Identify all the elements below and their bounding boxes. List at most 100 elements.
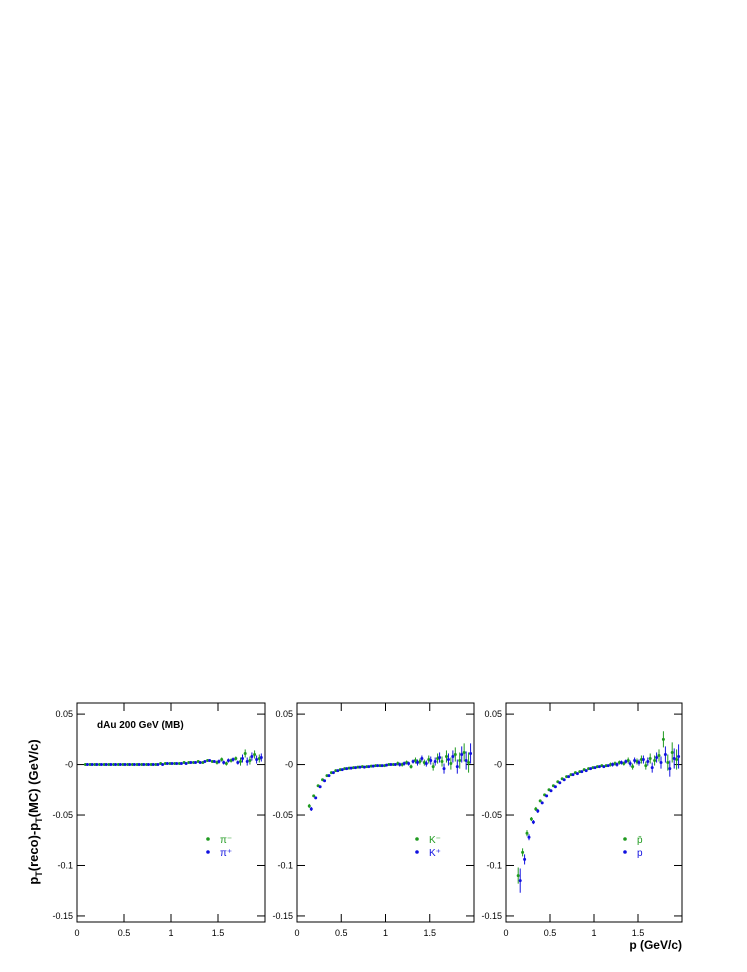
y-tick-label: -0.15 bbox=[272, 911, 293, 921]
data-point bbox=[411, 760, 415, 764]
data-point bbox=[217, 760, 221, 764]
data-point bbox=[165, 762, 169, 766]
data-point bbox=[312, 794, 316, 798]
data-point bbox=[606, 764, 610, 768]
data-point bbox=[631, 765, 635, 769]
data-point bbox=[571, 773, 575, 777]
legend-marker bbox=[206, 837, 210, 841]
data-point bbox=[469, 751, 473, 755]
data-point bbox=[584, 769, 588, 773]
y-label-part: (MC) (GeV/c) bbox=[26, 739, 41, 817]
data-point bbox=[442, 767, 446, 771]
data-point bbox=[540, 801, 544, 805]
data-point bbox=[132, 763, 136, 767]
data-point bbox=[580, 770, 584, 774]
data-point bbox=[354, 766, 358, 770]
data-point bbox=[250, 754, 254, 758]
legend-label: K⁻ bbox=[429, 835, 441, 846]
data-point bbox=[628, 762, 632, 766]
data-point bbox=[553, 785, 557, 789]
data-point bbox=[236, 761, 240, 765]
legend-marker bbox=[206, 850, 210, 854]
annotation: dAu 200 GeV (MB) bbox=[97, 720, 184, 731]
y-tick-label: -0 bbox=[285, 760, 293, 770]
data-point bbox=[385, 763, 388, 767]
y-tick-label: 0.05 bbox=[55, 709, 73, 719]
data-point bbox=[234, 757, 238, 761]
data-point bbox=[429, 759, 433, 763]
data-point bbox=[318, 785, 322, 789]
y-tick-label: -0 bbox=[494, 760, 502, 770]
data-point bbox=[418, 760, 422, 764]
y-tick-label: -0.05 bbox=[481, 810, 502, 820]
x-tick-label: 0 bbox=[503, 928, 508, 938]
data-point bbox=[380, 764, 384, 768]
data-point bbox=[198, 761, 202, 765]
data-point bbox=[309, 807, 313, 811]
data-point bbox=[536, 809, 540, 813]
data-point bbox=[525, 831, 529, 835]
data-point bbox=[670, 750, 674, 754]
data-point bbox=[626, 759, 630, 763]
data-point bbox=[327, 774, 331, 778]
data-point bbox=[147, 763, 150, 767]
data-point bbox=[151, 763, 155, 767]
data-point bbox=[255, 758, 259, 762]
data-point bbox=[114, 763, 118, 767]
data-point bbox=[453, 752, 457, 756]
data-point bbox=[340, 768, 344, 772]
data-point bbox=[424, 762, 428, 766]
data-point bbox=[521, 850, 525, 854]
data-point bbox=[398, 763, 402, 767]
y-label-part: (reco)-p bbox=[26, 823, 41, 871]
data-point bbox=[142, 763, 146, 767]
legend-marker bbox=[623, 837, 627, 841]
data-point bbox=[208, 759, 212, 763]
data-point bbox=[248, 759, 252, 763]
data-point bbox=[575, 772, 579, 776]
y-label-part: T bbox=[34, 871, 44, 877]
data-point bbox=[137, 763, 141, 767]
data-point bbox=[534, 807, 538, 811]
data-point bbox=[589, 767, 593, 771]
data-point bbox=[675, 758, 679, 762]
data-point bbox=[170, 762, 174, 766]
y-tick-label: 0.05 bbox=[484, 709, 502, 719]
data-point bbox=[156, 763, 160, 767]
data-point bbox=[549, 789, 553, 793]
data-point bbox=[657, 753, 661, 757]
data-point bbox=[222, 761, 226, 765]
y-tick-label: -0.1 bbox=[486, 860, 502, 870]
data-point bbox=[259, 755, 263, 759]
data-point bbox=[413, 759, 417, 763]
y-tick-label: 0.05 bbox=[275, 709, 293, 719]
data-point bbox=[593, 766, 597, 770]
data-point bbox=[226, 759, 230, 763]
data-point bbox=[531, 820, 535, 824]
data-point bbox=[239, 760, 242, 764]
data-point bbox=[175, 762, 179, 766]
data-point bbox=[100, 763, 103, 767]
data-point bbox=[558, 781, 562, 785]
x-tick-label: 1 bbox=[383, 928, 388, 938]
data-point bbox=[95, 763, 99, 767]
data-point bbox=[661, 737, 665, 741]
data-point bbox=[567, 775, 571, 779]
data-point bbox=[440, 760, 444, 764]
data-point bbox=[602, 765, 606, 769]
data-point bbox=[331, 771, 335, 775]
data-point bbox=[245, 760, 249, 764]
data-point bbox=[641, 758, 645, 762]
data-point bbox=[650, 766, 654, 770]
legend-marker bbox=[415, 850, 419, 854]
data-point bbox=[336, 769, 340, 773]
data-point bbox=[622, 762, 626, 766]
data-point bbox=[362, 765, 366, 769]
data-point bbox=[653, 759, 657, 763]
data-point bbox=[467, 761, 471, 765]
x-tick-label: 0 bbox=[294, 928, 299, 938]
data-point bbox=[455, 765, 459, 769]
y-label-part: p bbox=[26, 877, 41, 885]
data-point bbox=[420, 757, 424, 761]
